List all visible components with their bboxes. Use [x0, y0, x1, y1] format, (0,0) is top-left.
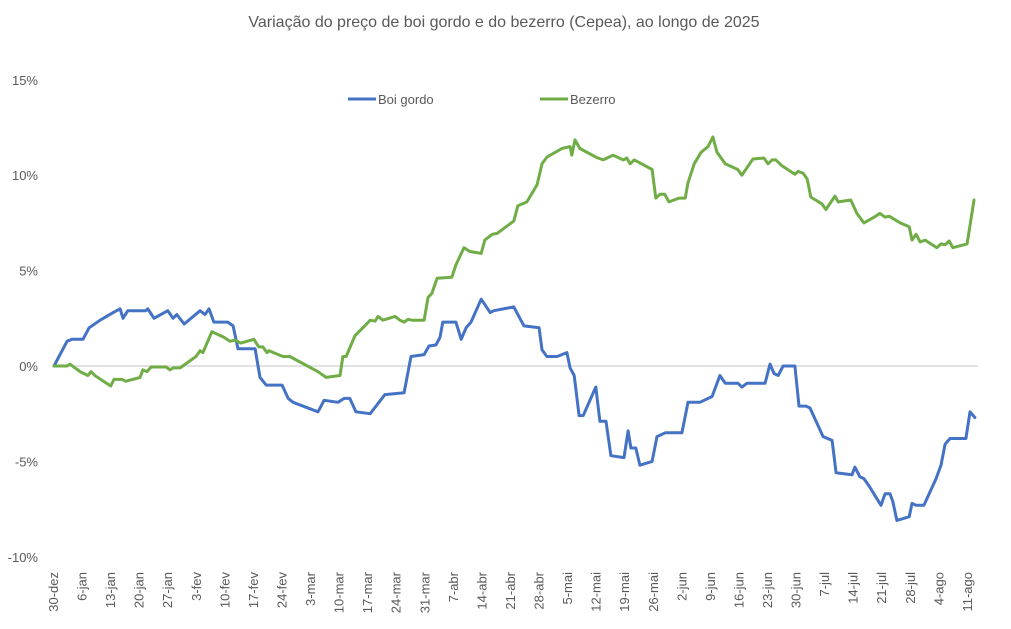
x-tick-label: 10-mar [332, 571, 347, 613]
legend: Boi gordo Bezerro [348, 92, 616, 107]
y-tick-label: 0% [19, 359, 38, 374]
x-tick-label: 12-mai [589, 572, 604, 612]
x-tick-label: 9-jun [703, 572, 718, 601]
x-tick-label: 20-jan [132, 572, 147, 608]
x-tick-label: 19-mai [617, 572, 632, 612]
x-tick-label: 11-ago [960, 572, 975, 612]
x-tick-label: 24-fev [274, 572, 289, 609]
x-tick-label: 31-mar [417, 571, 432, 613]
x-tick-label: 5-mai [560, 572, 575, 605]
series-line-bezerro [52, 135, 976, 388]
x-tick-label: 27-jan [160, 572, 175, 608]
x-tick-label: 4-ago [931, 572, 946, 605]
x-tick-label: 3-fev [189, 572, 204, 601]
legend-label-bezerro: Bezerro [570, 92, 616, 107]
x-tick-label: 24-mar [389, 571, 404, 613]
y-tick-label: 5% [19, 264, 38, 279]
y-tick-label: -5% [15, 454, 39, 469]
x-tick-label: 6-jan [75, 572, 90, 601]
x-tick-label: 7-abr [446, 571, 461, 602]
x-tick-label: 23-jun [760, 572, 775, 608]
x-tick-label: 30-jun [789, 572, 804, 608]
y-tick-label: 15% [12, 73, 38, 88]
x-tick-label: 10-fev [217, 572, 232, 609]
x-tick-label: 21-jul [874, 572, 889, 604]
x-tick-label: 3-mar [303, 571, 318, 606]
chart-title: Variação do preço de boi gordo e do beze… [248, 14, 759, 31]
y-tick-label: 10% [12, 168, 38, 183]
series-line-boi-gordo [52, 297, 977, 522]
x-tick-label: 16-jun [731, 572, 746, 608]
x-tick-label: 14-jul [846, 572, 861, 604]
x-tick-label: 30-dez [46, 572, 61, 612]
x-tick-label: 7-jul [817, 572, 832, 597]
x-tick-label: 28-jul [903, 572, 918, 604]
y-tick-label: -10% [8, 550, 39, 565]
x-tick-label: 28-abr [532, 571, 547, 609]
x-tick-label: 26-mai [646, 572, 661, 612]
legend-label-boi-gordo: Boi gordo [378, 92, 434, 107]
x-tick-label: 17-mar [360, 571, 375, 613]
x-tick-label: 21-abr [503, 571, 518, 609]
x-tick-label: 2-jun [674, 572, 689, 601]
x-tick-label: 17-fev [246, 572, 261, 609]
x-tick-label: 14-abr [474, 571, 489, 609]
x-tick-label: 13-jan [103, 572, 118, 608]
